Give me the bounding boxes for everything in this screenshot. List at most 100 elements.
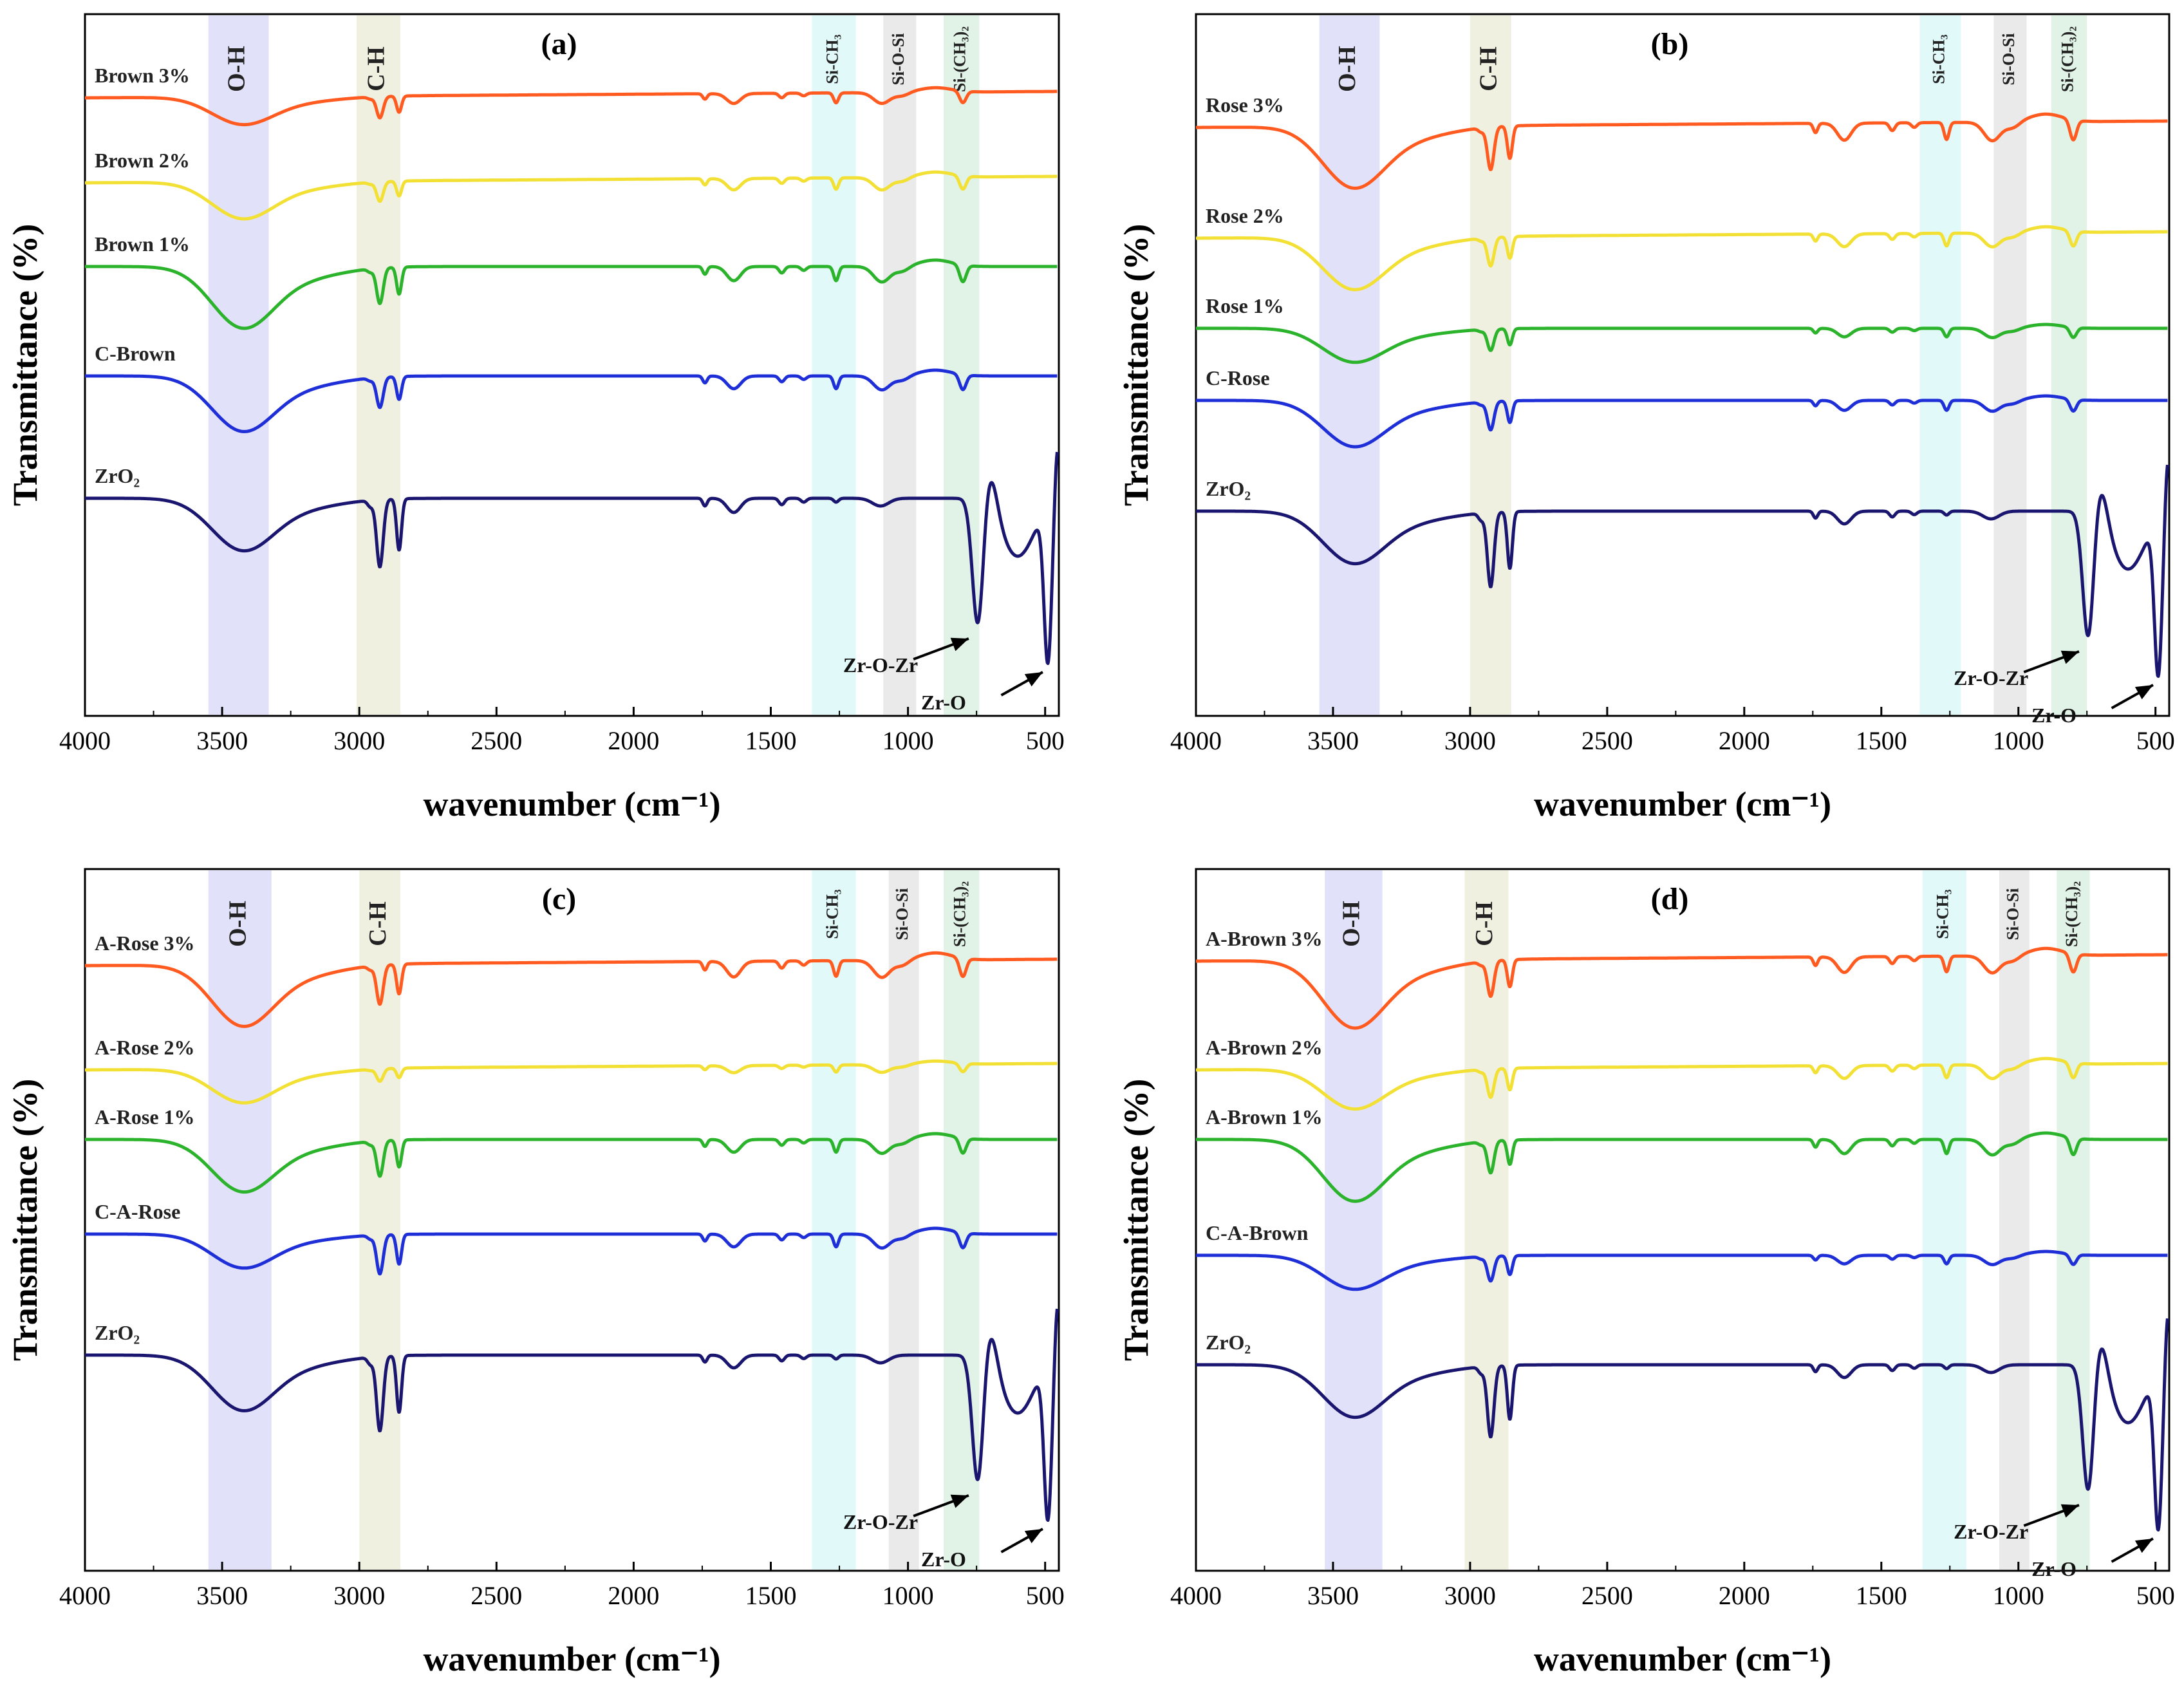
band-si-o-si [883,15,917,715]
x-tick-label: 1500 [1856,726,1907,755]
series-label: Brown 3% [95,64,190,87]
y-axis-label: Transmittance (%) [6,1079,44,1361]
series-label: Brown 1% [95,232,190,256]
series-line-rose-1 [1195,323,2169,364]
series-label: Rose 2% [1206,204,1284,227]
x-tick-label: 1000 [882,726,934,755]
arrow-head-icon [2060,1504,2079,1518]
plot-frame [1195,13,2170,717]
series-line-zro [84,451,1059,666]
panel-title: (d) [1651,882,1689,916]
panel-d: O-H C-H Si-CH₃ Si-O-Si Si-(CH₃)₂ 4000 3500 3000… [1117,868,2175,1678]
band-label: Si-CH₃ [1929,34,1948,84]
series-label: Rose 1% [1206,294,1284,317]
series-label: C-Rose [1206,366,1270,389]
x-tick-label: 4000 [59,1581,111,1610]
annotation-label: Zr-O-Zr [843,653,918,677]
band-si-ch [812,15,856,715]
x-tick-label: 3500 [196,1581,248,1610]
series-label: C-A-Rose [95,1200,180,1223]
band-label: Si-CH₃ [1934,889,1952,939]
series-line-brown-1 [84,258,1059,330]
x-tick-label: 2000 [608,1581,659,1610]
panel-c: O-H C-H Si-CH₃ Si-O-Si Si-(CH₃)₂ 4000 3500 3000… [6,868,1065,1678]
series-label: Rose 3% [1206,93,1284,117]
series-label: A-Rose 1% [95,1105,195,1129]
y-axis-label: Transmittance (%) [1117,1079,1155,1361]
band-label: Si-O-Si [893,888,911,941]
x-tick-label: 3000 [1444,1581,1496,1610]
arrow-head-icon [1024,1529,1043,1544]
annotation-label: Zr-O-Zr [843,1510,918,1533]
x-tick-label: 500 [2136,726,2175,755]
series-label: ZrO₂ [95,464,140,487]
x-tick-label: 1500 [1856,1581,1907,1610]
series-label: A-Rose 3% [95,932,195,955]
y-axis-label: Transmittance (%) [6,224,44,506]
annotation-label: Zr-O-Zr [1954,1520,2028,1543]
band-si-o-si [888,870,919,1569]
band-label: Si-CH₃ [823,889,841,939]
x-tick-label: 500 [1026,726,1065,755]
x-tick-label: 2500 [1582,1581,1633,1610]
band-label: Si-O-Si [2003,888,2022,941]
x-tick-label: 3000 [1444,726,1496,755]
series-line-zro [1195,1318,2169,1532]
series-line-zro [84,1308,1059,1522]
x-tick-label: 3000 [333,726,385,755]
arrow-head-icon [950,637,969,651]
band-label: Si-O-Si [1999,33,2018,86]
x-tick-label: 4000 [59,726,111,755]
band-label: Si-(CH₃)₂ [2058,26,2077,92]
band-label: Si-(CH₃)₂ [951,881,969,947]
band-label: O-H [223,46,250,92]
x-tick-label: 500 [1026,1581,1065,1610]
series-label: A-Brown 1% [1206,1105,1323,1129]
arrow-head-icon [2134,685,2153,700]
band-label: C-H [363,46,390,91]
x-axis-label: wavenumber (cm⁻¹) [423,785,720,823]
band-label: Si-CH₃ [823,34,841,84]
panel-title: (b) [1651,27,1689,61]
annotation-label: Zr-O [921,1548,966,1571]
series-label: ZrO₂ [95,1321,140,1344]
x-tick-label: 1000 [882,1581,934,1610]
x-tick-label: 1000 [1993,1581,2044,1610]
arrow-head-icon [2060,650,2079,664]
plot-frame [84,13,1060,717]
x-tick-label: 1500 [745,1581,796,1610]
band-label: Si-O-Si [889,33,908,86]
x-tick-label: 500 [2136,1581,2175,1610]
series-line-a-brown-3 [1195,946,2169,1030]
x-tick-label: 2000 [1719,726,1770,755]
band-o-h [208,15,269,715]
series-label: C-Brown [95,342,176,365]
series-label: A-Rose 2% [95,1036,195,1059]
band-label: C-H [364,901,391,946]
series-line-a-rose-2 [84,1059,1059,1105]
x-tick-label: 2000 [1719,1581,1770,1610]
band-label: Si-(CH₃)₂ [951,26,969,92]
band-label: Si-(CH₃)₂ [2062,881,2081,947]
x-axis-label: wavenumber (cm⁻¹) [1534,785,1831,823]
annotation-label: Zr-O [921,691,966,714]
band-si-o-si [1993,15,2027,715]
x-axis-label: wavenumber (cm⁻¹) [423,1640,720,1678]
series-line-brown-2 [84,170,1059,221]
band-label: O-H [225,901,252,947]
series-line-brown-3 [84,86,1059,127]
x-tick-label: 4000 [1170,1581,1222,1610]
series-line-c-a-brown [1195,1250,2169,1291]
series-line-a-brown-2 [1195,1056,2169,1111]
series-line-c-brown [84,368,1059,433]
arrow-head-icon [2134,1539,2153,1553]
series-line-a-brown-1 [1195,1131,2169,1203]
annotation-label: Zr-O [2031,704,2077,727]
series-label: A-Brown 3% [1206,927,1323,950]
plot-frame [84,868,1060,1572]
band-o-h [208,870,272,1569]
series-label: C-A-Brown [1206,1221,1309,1244]
series-line-a-rose-3 [84,951,1059,1028]
x-tick-label: 3500 [1307,726,1359,755]
